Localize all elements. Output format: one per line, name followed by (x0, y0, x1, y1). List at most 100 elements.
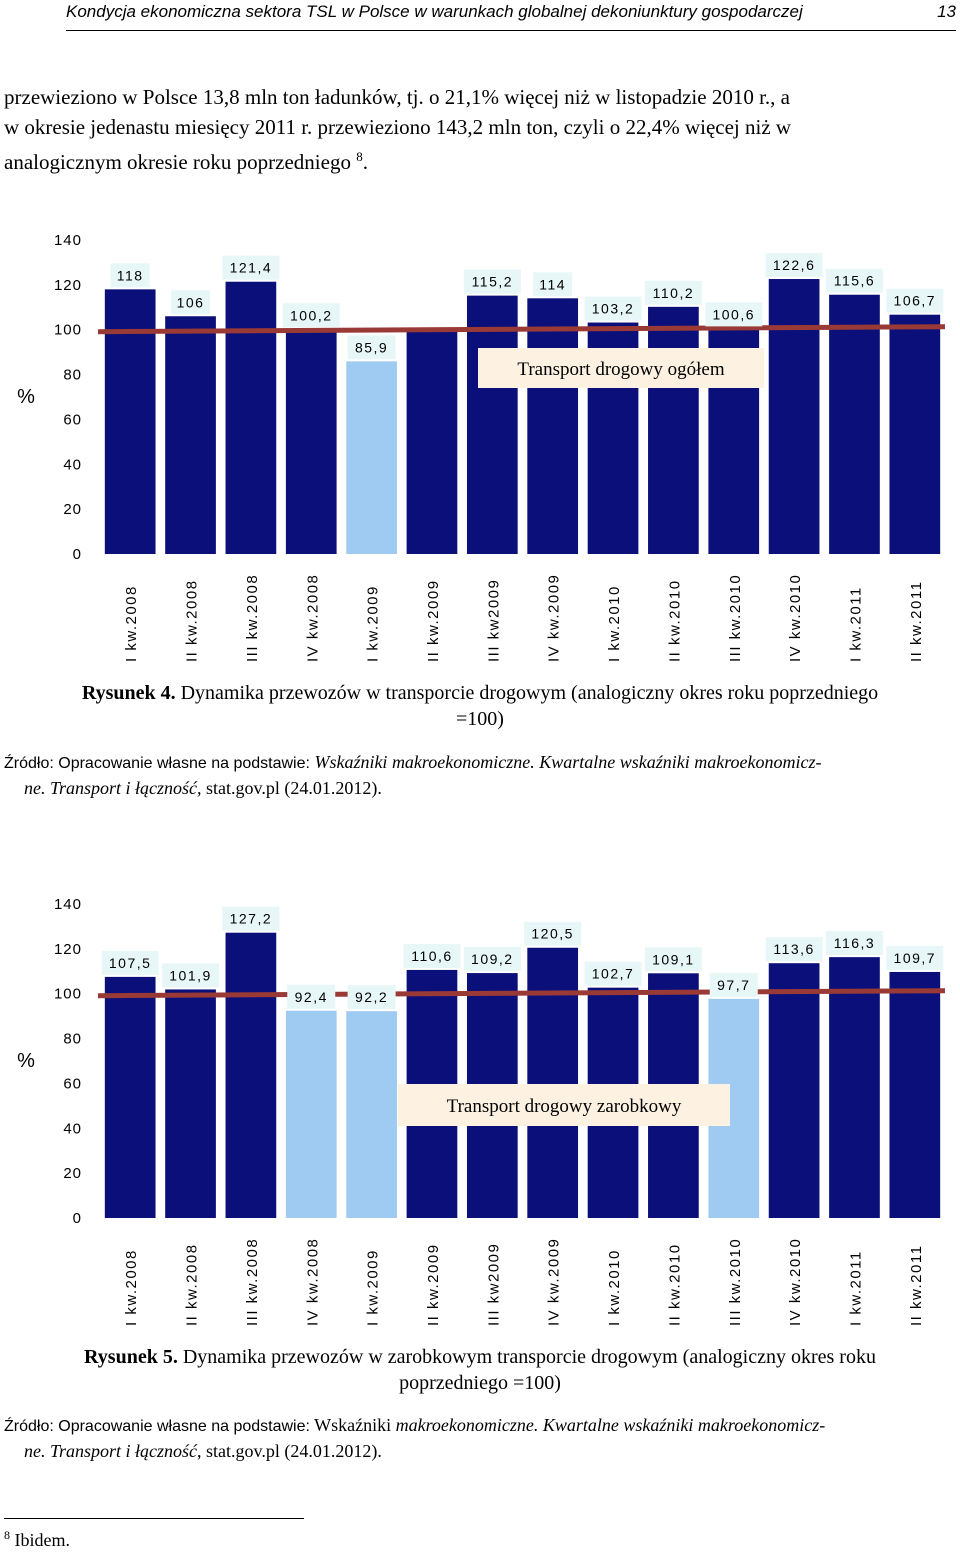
y-tick-label: 100 (54, 986, 82, 1003)
x-tick-label: IV kw.2010 (787, 574, 804, 662)
data-label: 110,2 (653, 285, 695, 301)
inset-label-box (478, 348, 764, 388)
y-tick-label: 140 (54, 896, 82, 913)
bar (527, 947, 579, 1218)
data-label: 100,6 (712, 306, 755, 322)
y-tick-label: 100 (54, 322, 82, 339)
bar (829, 294, 880, 554)
data-label: 115,2 (472, 274, 514, 290)
x-tick-label: II kw.2011 (908, 1245, 925, 1326)
x-tick-label: II kw.2011 (908, 581, 925, 662)
data-label-background (171, 290, 211, 315)
data-label-background (765, 253, 823, 278)
data-label: 121,4 (230, 260, 273, 276)
inset-label-box (398, 1084, 730, 1126)
x-tick-label: I kw.2011 (847, 1250, 864, 1326)
data-label: 106,7 (894, 293, 937, 309)
figure-4-caption-text: Dynamika przewozów w transporcie drogowy… (175, 682, 879, 704)
x-tick-label: IV kw.2008 (304, 1238, 321, 1326)
intro-line-3: analogicznym okresie roku poprzedniego 8… (4, 142, 954, 177)
x-tick-label: II kw.2008 (184, 1243, 201, 1326)
data-label: 118 (117, 267, 144, 283)
data-label-background (403, 943, 461, 968)
figure-5-source-title: makroekonomiczne. Kwartalne wskaźniki ma… (391, 1415, 826, 1435)
figure-5-caption: Rysunek 5. Dynamika przewozów w zarobkow… (0, 1344, 960, 1396)
bar (225, 281, 277, 554)
data-label-background (347, 985, 396, 1010)
data-label-background (709, 972, 758, 997)
y-tick-label: 140 (54, 232, 82, 249)
data-label: 122,6 (773, 257, 816, 273)
figure-4-source: Źródło: Opracowanie własne na podstawie:… (4, 750, 954, 800)
x-tick-label: IV kw.2009 (546, 574, 563, 662)
bar (768, 279, 820, 554)
x-tick-label: I kw.2008 (123, 585, 140, 662)
page-number: 13 (937, 2, 956, 21)
figure-4-label: Rysunek 4. (81, 682, 176, 704)
intro-line-2: w okresie jedenastu miesięcy 2011 r. prz… (4, 115, 792, 139)
data-label: 120,5 (531, 926, 574, 942)
footnote-number: 8 (4, 1528, 10, 1542)
y-tick-label: 60 (63, 1075, 82, 1092)
data-label: 106 (177, 294, 205, 310)
y-axis-label: % (17, 386, 35, 408)
x-tick-label: IV kw.2010 (787, 1238, 804, 1326)
figure-4-caption-line-2: =100) (456, 708, 504, 730)
data-label: 109,2 (471, 951, 514, 967)
data-label: 116,3 (834, 935, 876, 951)
data-label: 109,1 (652, 951, 695, 967)
figure-5-source-plain: Wskaźniki (309, 1415, 392, 1435)
y-tick-label: 60 (63, 411, 82, 428)
footnote-separator (4, 1518, 304, 1519)
data-label-background (584, 296, 642, 321)
x-tick-label: II kw.2008 (184, 579, 201, 662)
y-axis-label: % (17, 1050, 35, 1072)
x-tick-label: I kw.2011 (847, 586, 864, 662)
bar (466, 295, 518, 554)
data-label-background (162, 963, 220, 988)
data-label: 103,2 (592, 301, 635, 317)
reference-line (97, 324, 946, 335)
data-label-background (644, 280, 702, 305)
bar (829, 957, 880, 1218)
bar (889, 314, 941, 554)
y-tick-label: 80 (63, 1031, 82, 1048)
y-tick-label: 40 (63, 1120, 82, 1137)
data-label: 102,7 (592, 966, 635, 982)
data-label: 97,7 (717, 977, 750, 993)
data-label-background (533, 272, 573, 297)
bar (768, 963, 820, 1218)
x-tick-label: II kw.2010 (666, 579, 683, 662)
data-label-background (101, 950, 159, 975)
y-tick-label: 120 (54, 277, 82, 294)
data-label-background (287, 984, 336, 1009)
bar (406, 330, 458, 554)
bar (346, 1011, 397, 1218)
y-tick-label: 80 (63, 367, 82, 384)
x-tick-label: IV kw.2009 (546, 1238, 563, 1326)
x-tick-label: II kw.2010 (666, 1243, 683, 1326)
figure-5-source-prefix: Źródło: Opracowanie własne na podstawie: (4, 1418, 310, 1435)
data-label-background (825, 268, 883, 293)
x-tick-label: III kw2009 (485, 1243, 502, 1326)
x-tick-label: III kw.2008 (244, 1238, 261, 1326)
bar (285, 329, 337, 554)
figure-4-chart: 0 20 40 60 80 100 120 140% 118 106 121,4 100,2 85,9 1… (0, 214, 960, 674)
x-tick-label: II kw.2009 (425, 1243, 442, 1326)
data-label-background (644, 947, 702, 972)
data-label-background (110, 263, 150, 288)
figure-5-source-end: , stat.gov.pl (24.01.2012). (197, 1441, 382, 1461)
data-label: 92,4 (295, 989, 328, 1005)
data-label: 85,9 (355, 339, 388, 355)
data-label: 107,5 (109, 955, 152, 971)
intro-line-3-text: analogicznym okresie roku poprzedniego (4, 150, 351, 174)
figure-5-chart: 0 20 40 60 80 100 120 140% 107,5 101,9 127,2 92,4 92… (0, 878, 960, 1338)
y-tick-label: 0 (73, 546, 82, 563)
figure-5-caption-line-2: poprzedniego =100) (399, 1372, 561, 1394)
x-tick-label: III kw.2008 (244, 574, 261, 662)
data-label-background (705, 302, 763, 327)
figure-4-source-end: stat.gov.pl (24.01.2012). (201, 778, 382, 798)
data-label-background (463, 269, 521, 294)
x-tick-label: IV kw.2008 (304, 574, 321, 662)
chart-svg-1: 0 20 40 60 80 100 120 140% 118 106 121,4 100,2 85,9 1… (17, 232, 946, 662)
